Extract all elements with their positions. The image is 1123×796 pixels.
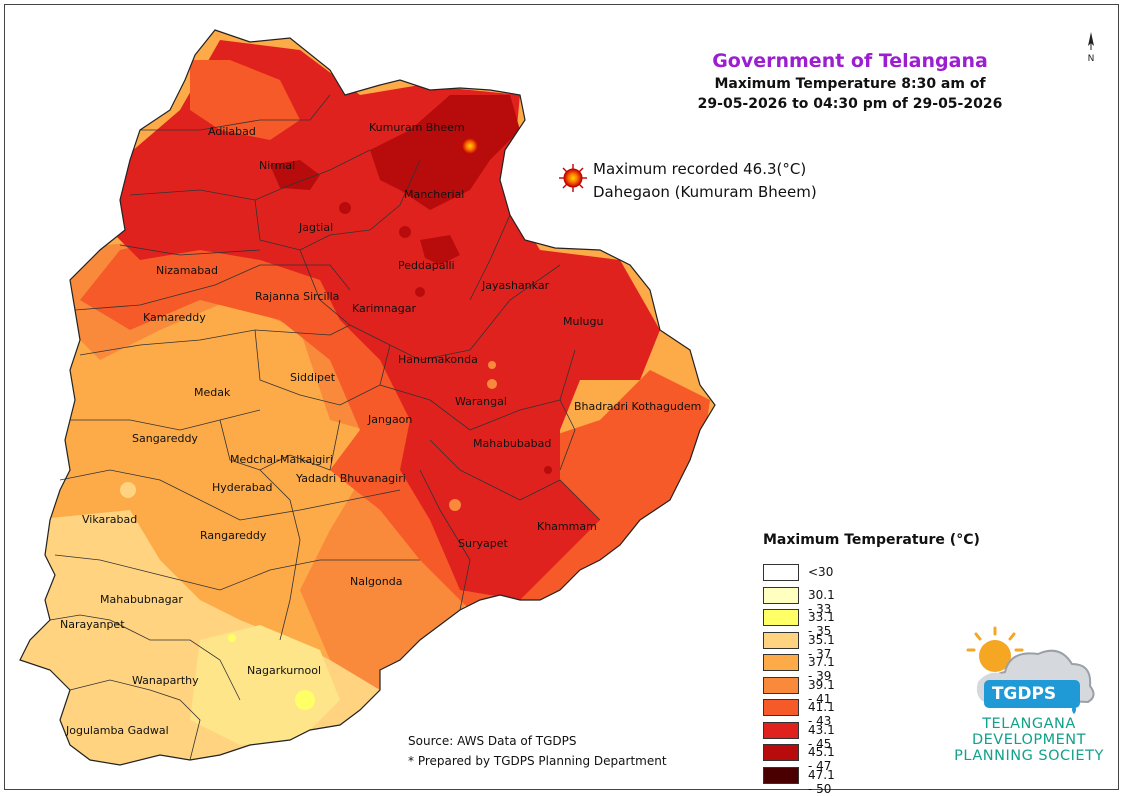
max-location-marker — [462, 138, 478, 154]
district-label: Rajanna Sircilla — [255, 290, 340, 303]
district-boundaries — [49, 94, 601, 761]
district-label: Peddapalli — [398, 259, 455, 272]
coolspot-4 — [228, 634, 236, 642]
legend-swatch — [763, 699, 799, 716]
legend-swatch — [763, 676, 799, 694]
district-label: Warangal — [455, 395, 507, 408]
zone-39-41-west — [60, 230, 500, 690]
district-label: Mulugu — [563, 315, 604, 328]
subtitle-line-1: Maximum Temperature 8:30 am of — [714, 76, 986, 92]
north-arrow-icon: N — [1088, 32, 1095, 64]
legend-label: 45.1 - 47 — [808, 745, 835, 773]
legend-swatch — [763, 586, 799, 604]
district-label: Adilabad — [208, 125, 256, 138]
district-label: Mahabubnagar — [100, 593, 183, 606]
district-label: Medchal-Malkajgiri — [230, 453, 333, 466]
hotspot-2 — [399, 226, 411, 238]
north-label: N — [1088, 54, 1095, 64]
district-label: Rangareddy — [200, 529, 267, 542]
district-label: Yadadri Bhuvanagiri — [296, 472, 406, 485]
map-frame — [4, 4, 1119, 790]
logo-line-3: PLANNING SOCIETY — [954, 748, 1104, 764]
coolspot-6 — [120, 482, 136, 498]
max-record-value: Maximum recorded 46.3(°C) — [593, 160, 807, 178]
max-record-note: Maximum recorded 46.3(°C) Dahegaon (Kumu… — [593, 158, 817, 204]
district-label: Kamareddy — [143, 311, 206, 324]
legend-label: 30.1 - 33 — [808, 587, 835, 616]
district-label: Nalgonda — [350, 575, 403, 588]
zone-43-45-north — [110, 40, 660, 600]
district-label: Jayashankar — [482, 279, 550, 292]
legend-title: Maximum Temperature (°C) — [763, 532, 980, 548]
coolspot-5 — [295, 690, 315, 710]
district-label: Sangareddy — [132, 432, 198, 445]
legend-swatch — [763, 766, 799, 784]
district-label: Narayanpet — [60, 618, 125, 631]
coolspot-1 — [488, 361, 496, 369]
hotspot-3 — [415, 287, 425, 297]
legend-swatch — [763, 654, 799, 671]
logo-abbreviation: TGDPS — [991, 684, 1057, 704]
district-label: Suryapet — [458, 537, 508, 550]
district-label: Karimnagar — [352, 302, 417, 315]
district-label: Kumuram Bheem — [369, 121, 465, 134]
legend-label: 35.1 - 37 — [808, 632, 835, 661]
legend-label: 41.1 - 43 — [808, 700, 835, 728]
hotspot-4 — [544, 466, 552, 474]
zone-45-47-peddapalli — [420, 235, 460, 265]
district-label: Jogulamba Gadwal — [66, 724, 169, 737]
coolspot-2 — [487, 379, 497, 389]
district-label: Hyderabad — [212, 481, 273, 494]
district-label: Nizamabad — [156, 264, 218, 277]
district-label: Nirmal — [259, 159, 296, 172]
logo-name: TELANGANA DEVELOPMENT PLANNING SOCIETY — [940, 716, 1118, 764]
legend-swatch — [763, 564, 799, 581]
district-label: Hanumakonda — [398, 353, 478, 366]
district-label: Jagtial — [299, 221, 334, 234]
map-title: Government of Telangana — [712, 50, 988, 72]
max-record-location: Dahegaon (Kumuram Bheem) — [593, 183, 817, 201]
sun-marker-icon — [559, 164, 587, 192]
legend-label: 33.1 - 35 — [808, 610, 835, 638]
logo-line-2: DEVELOPMENT — [971, 732, 1086, 748]
legend-label: 39.1 - 41 — [808, 677, 835, 706]
hotspot-1 — [339, 202, 351, 214]
district-label: Jangaon — [368, 413, 413, 426]
zone-45-47-nirmal — [270, 160, 320, 190]
district-label: Mancherial — [404, 188, 465, 201]
legend-label: <30 — [808, 565, 834, 579]
subtitle-line-2: 29-05-2026 to 04:30 pm of 29-05-2026 — [697, 96, 1003, 112]
legend-label: 47.1 - 50 — [808, 767, 835, 796]
legend-swatch — [763, 721, 799, 739]
source-line-1: Source: AWS Data of TGDPS — [408, 734, 577, 748]
legend-swatch — [763, 744, 799, 761]
zone-45-47-kumuram-bheem — [370, 95, 520, 210]
source-line-2: * Prepared by TGDPS Planning Department — [408, 754, 667, 768]
district-label: Medak — [194, 386, 231, 399]
district-label: Mahabubabad — [473, 437, 552, 450]
map-subtitle: Maximum Temperature 8:30 am of 29-05-202… — [640, 74, 1060, 114]
zone-33-35-nagarkurnool — [190, 625, 340, 745]
district-label: Wanaparthy — [132, 674, 199, 687]
coolspot-3 — [449, 499, 461, 511]
logo-line-1: TELANGANA — [982, 716, 1076, 732]
district-label: Nagarkurnool — [247, 664, 322, 677]
source-note: Source: AWS Data of TGDPS * Prepared by … — [408, 731, 667, 771]
sun-cloud-logo-icon — [966, 626, 1095, 714]
district-label: Khammam — [537, 520, 597, 533]
legend-swatch — [763, 609, 799, 626]
legend-label: 43.1 - 45 — [808, 722, 835, 751]
legend-label: 37.1 - 39 — [808, 655, 835, 683]
district-label: Bhadradri Kothagudem — [574, 400, 702, 413]
district-label: Vikarabad — [82, 513, 138, 526]
legend-swatch — [763, 631, 799, 649]
district-label: Siddipet — [290, 371, 336, 384]
